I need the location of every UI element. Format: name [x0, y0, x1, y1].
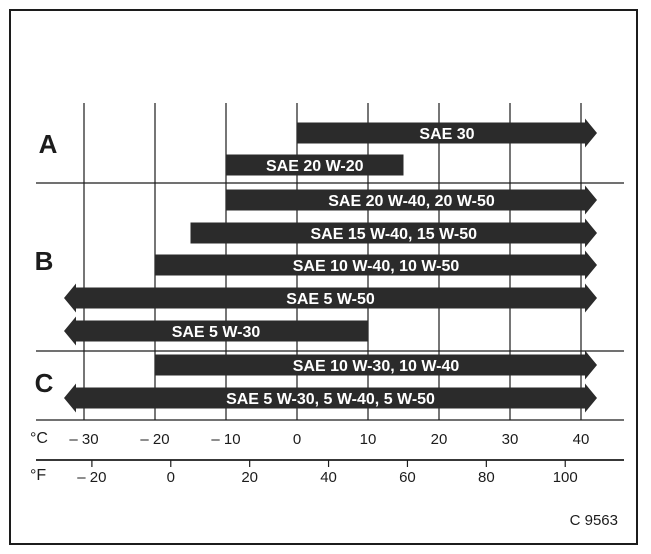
bar-label-2: SAE 20 W-40, 20 W-50: [328, 193, 495, 210]
fahrenheit-unit-label: °F: [30, 467, 46, 484]
celsius-tick-label-7: 40: [573, 431, 590, 448]
celsius-tick-label-1: – 20: [140, 431, 169, 448]
fahrenheit-tick-label-6: 100: [553, 469, 578, 486]
celsius-tick-label-2: – 10: [211, 431, 240, 448]
fahrenheit-tick-label-2: 20: [241, 469, 258, 486]
bar-3: [190, 218, 597, 248]
celsius-tick-label-0: – 30: [69, 431, 98, 448]
bar-0: [297, 118, 597, 148]
bar-4: [155, 250, 597, 280]
labels-layer: SAE 30 SAE 20 W-20 SAE 20 W-40, 20 W-50 SAE…: [69, 126, 589, 486]
fahrenheit-tick-label-3: 40: [320, 469, 337, 486]
bar-label-4: SAE 10 W-40, 10 W-50: [293, 258, 460, 275]
bar-label-3: SAE 15 W-40, 15 W-50: [310, 226, 477, 243]
bar-label-7: SAE 10 W-30, 10 W-40: [293, 358, 460, 375]
figure-code: C 9563: [570, 512, 618, 529]
bars-layer: [64, 118, 597, 413]
bar-label-5: SAE 5 W-50: [286, 291, 375, 308]
group-label-a: A: [39, 129, 58, 159]
bar-7: [155, 350, 597, 380]
bar-label-1: SAE 20 W-20: [266, 158, 364, 175]
bar-8: [64, 383, 597, 413]
fahrenheit-tick-label-5: 80: [478, 469, 495, 486]
fahrenheit-tick-label-0: – 20: [77, 469, 106, 486]
group-label-c: C: [35, 368, 54, 398]
bar-1: [226, 154, 404, 176]
fahrenheit-tick-label-1: 0: [167, 469, 175, 486]
bar-6: [64, 316, 368, 346]
figure-border: [9, 9, 638, 545]
bar-label-0: SAE 30: [419, 126, 474, 143]
bar-2: [226, 185, 597, 215]
bar-5: [64, 283, 597, 313]
group-label-b: B: [35, 246, 54, 276]
fahrenheit-tick-label-4: 60: [399, 469, 416, 486]
bar-label-6: SAE 5 W-30: [172, 324, 261, 341]
celsius-tick-label-6: 30: [502, 431, 519, 448]
celsius-tick-label-5: 20: [431, 431, 448, 448]
celsius-unit-label: °C: [30, 430, 48, 447]
bar-label-8: SAE 5 W-30, 5 W-40, 5 W-50: [226, 391, 435, 408]
celsius-tick-label-4: 10: [360, 431, 377, 448]
celsius-tick-label-3: 0: [293, 431, 301, 448]
